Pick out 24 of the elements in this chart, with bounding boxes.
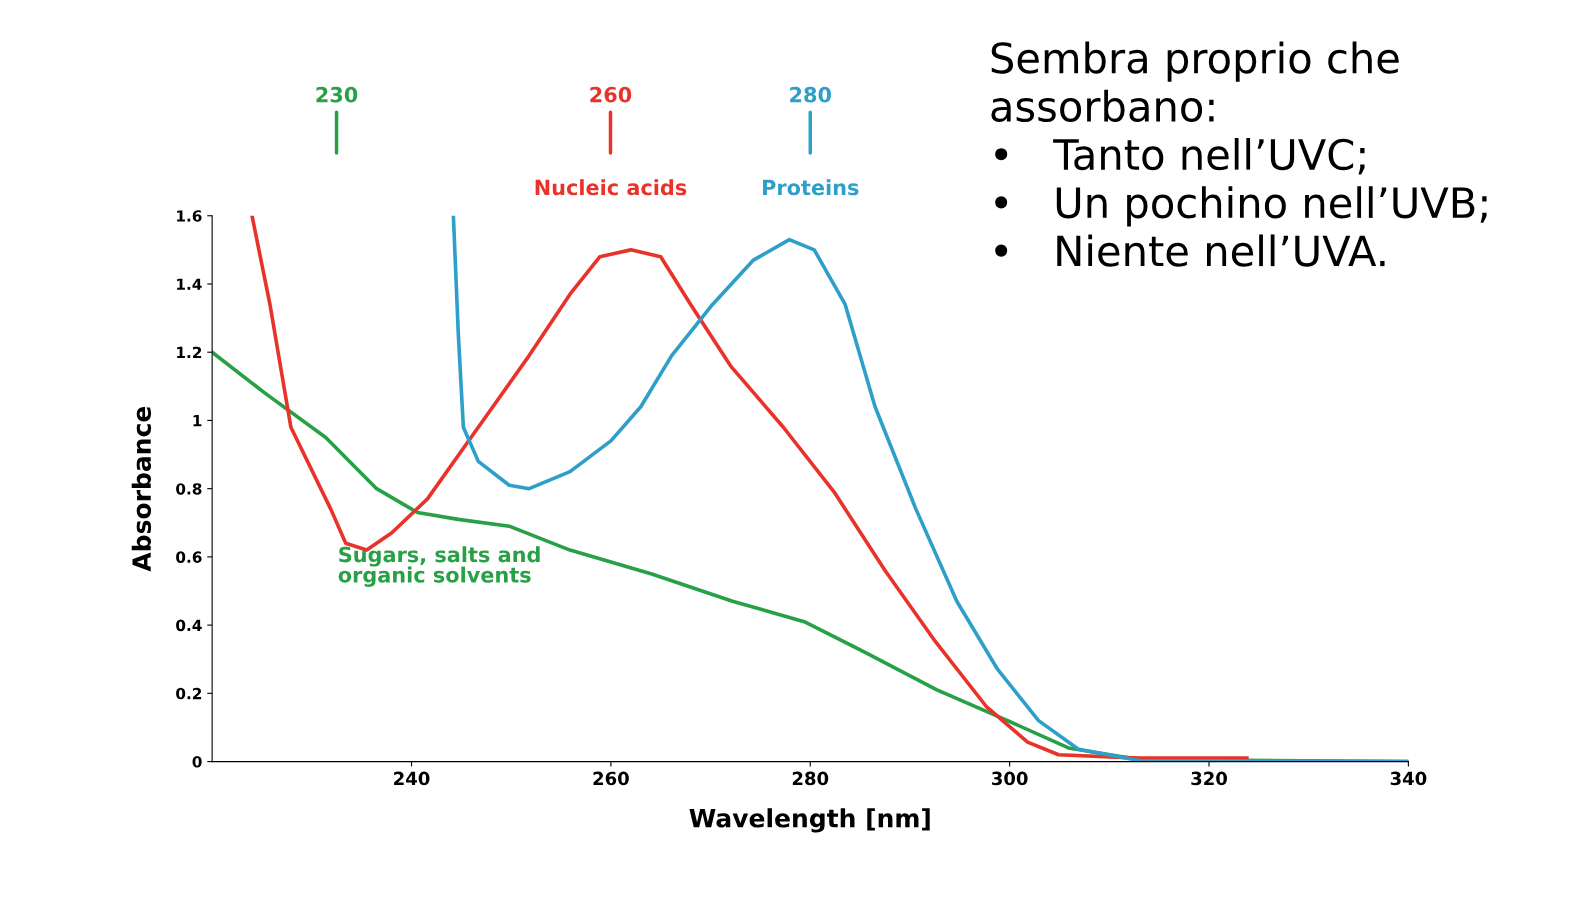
x-tick-label: 340 xyxy=(1390,771,1427,786)
y-tick-label: 1.2 xyxy=(177,346,202,359)
y-tick-label: 1.6 xyxy=(177,210,202,222)
x-tick-label: 300 xyxy=(992,771,1028,786)
y-tick-label: 0.8 xyxy=(176,483,202,495)
text: Nucleic acids xyxy=(535,179,687,196)
x-tick-label: 240 xyxy=(394,771,430,786)
text: Proteins xyxy=(763,179,859,196)
y-tick-label: 1 xyxy=(193,415,202,427)
y-tick-label: 0.4 xyxy=(176,619,202,632)
y-tick-label: 0.6 xyxy=(176,551,202,563)
text: 260 xyxy=(590,86,632,103)
x-tick-label: 320 xyxy=(1191,771,1227,786)
x-axis-title: Wavelength [nm] xyxy=(689,808,930,833)
y-tick-label: 0 xyxy=(192,756,202,768)
annotation: Sembra proprio che assorbano: • Tanto nell’UVC; • Un pochino nell’UVB; • Niente nell’UVA. xyxy=(991,41,1487,267)
x-tick-label: 260 xyxy=(593,771,629,786)
x-tick-label: 280 xyxy=(792,771,829,786)
y-tick-label: 0.2 xyxy=(176,687,202,700)
text: 230 xyxy=(316,86,358,103)
y-tick-label: 1.4 xyxy=(177,278,202,290)
y-axis-title: Absorbance xyxy=(131,406,152,572)
series-label: Sugars, salts and organic solvents xyxy=(338,546,540,587)
text: 280 xyxy=(790,86,832,103)
